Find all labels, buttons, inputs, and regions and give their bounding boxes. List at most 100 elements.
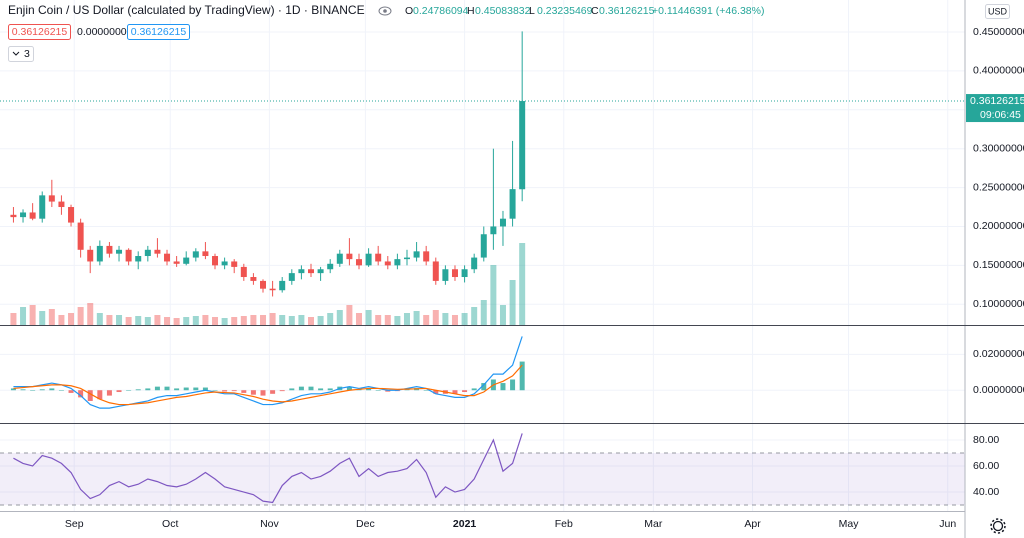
volume-bar bbox=[231, 317, 238, 325]
candle-body bbox=[317, 269, 324, 274]
price-box-value: 0.36126215 bbox=[131, 26, 187, 38]
y-tick-label: 80.00 bbox=[973, 434, 999, 446]
x-tick-label: Feb bbox=[555, 518, 573, 530]
macd-histogram-bar bbox=[327, 388, 333, 391]
macd-histogram-bar bbox=[106, 390, 112, 396]
x-tick-label: Dec bbox=[356, 518, 375, 530]
candle-body bbox=[336, 253, 343, 264]
candle-body bbox=[298, 269, 305, 274]
candle-body bbox=[509, 189, 516, 219]
volume-bar bbox=[317, 316, 324, 325]
countdown-label: 09:06:45 bbox=[980, 109, 1021, 121]
spread-value: 0.00000000 bbox=[77, 26, 133, 38]
macd-histogram-bar bbox=[135, 389, 141, 391]
candle-body bbox=[355, 259, 362, 266]
macd-histogram-bar bbox=[250, 390, 256, 395]
candle-body bbox=[240, 266, 247, 278]
candle-body bbox=[20, 212, 27, 218]
volume-bar bbox=[519, 243, 526, 325]
macd-histogram-bar bbox=[87, 390, 93, 401]
candle-body bbox=[308, 269, 315, 274]
ohlc-value: 0.23235469 bbox=[537, 5, 593, 17]
macd-histogram-bar bbox=[510, 379, 516, 391]
candle-body bbox=[39, 195, 46, 219]
studies-toggle[interactable] bbox=[8, 46, 34, 62]
y-tick-label: 60.00 bbox=[973, 460, 999, 472]
macd-histogram-bar bbox=[116, 390, 122, 393]
macd-histogram-bar bbox=[78, 390, 84, 398]
candle-body bbox=[471, 257, 478, 270]
macd-histogram-bar bbox=[126, 390, 132, 391]
macd-histogram-bar bbox=[481, 383, 487, 391]
macd-histogram-bar bbox=[462, 390, 468, 393]
macd-histogram-bar bbox=[500, 383, 506, 391]
macd-histogram-bar bbox=[30, 390, 36, 391]
macd-histogram-bar bbox=[471, 388, 477, 391]
y-tick-label: 0.30000000 bbox=[973, 142, 1024, 154]
candle-body bbox=[384, 261, 391, 266]
study-count: 3 bbox=[24, 48, 30, 60]
macd-line bbox=[13, 336, 523, 409]
last-price-tag bbox=[966, 94, 1024, 123]
macd-histogram-bar bbox=[49, 388, 55, 391]
currency-button[interactable] bbox=[985, 4, 1010, 19]
volume-bar bbox=[260, 315, 267, 325]
macd-histogram-bar bbox=[270, 390, 276, 394]
volume-bar bbox=[461, 313, 468, 325]
volume-bar bbox=[173, 318, 180, 325]
volume-bar bbox=[394, 316, 401, 325]
macd-histogram-bar bbox=[97, 390, 103, 400]
price-box[interactable] bbox=[127, 24, 190, 40]
candle-body bbox=[394, 259, 401, 266]
volume-bar bbox=[77, 307, 84, 325]
eye-icon[interactable] bbox=[378, 6, 392, 16]
volume-bar bbox=[269, 313, 276, 325]
macd-histogram-bar bbox=[279, 390, 285, 392]
macd-histogram-bar bbox=[68, 390, 74, 393]
volume-bar bbox=[10, 313, 17, 325]
candle-body bbox=[413, 251, 420, 258]
volume-bar bbox=[240, 316, 247, 325]
volume-bar bbox=[39, 311, 46, 325]
volume-bar bbox=[423, 315, 430, 325]
volume-bar bbox=[279, 315, 286, 325]
macd-histogram-bar bbox=[404, 389, 410, 391]
volume-bar bbox=[490, 265, 497, 325]
volume-bar bbox=[250, 315, 257, 325]
last-price-label: 0.36126215 bbox=[970, 95, 1024, 107]
volume-bar bbox=[125, 317, 132, 325]
chevron-icon bbox=[12, 51, 20, 56]
macd-histogram-bar bbox=[375, 390, 381, 391]
candle-body bbox=[106, 245, 113, 254]
volume-bar bbox=[29, 305, 36, 325]
axes: 0.10000000 0.15000000 0.20000000 0.25000000… bbox=[65, 26, 1024, 530]
volume-bar bbox=[48, 309, 55, 325]
macd-histogram-bar bbox=[231, 390, 237, 392]
ohlc-value: 0.45083832 bbox=[475, 5, 531, 17]
macd-histogram-bar bbox=[183, 387, 189, 391]
candle-body bbox=[327, 263, 334, 270]
candle-body bbox=[346, 253, 353, 260]
candle-body bbox=[68, 207, 75, 223]
macd-histogram-bar bbox=[318, 388, 324, 391]
macd-histogram-bar bbox=[289, 388, 295, 391]
ohlc-value: 0.36126215 bbox=[599, 5, 655, 17]
macd-histogram-bar bbox=[308, 386, 314, 391]
price-box[interactable] bbox=[8, 24, 71, 40]
x-tick-label: 2021 bbox=[453, 518, 477, 530]
settings-icon[interactable] bbox=[990, 518, 1006, 534]
x-tick-label: May bbox=[839, 518, 860, 530]
y-tick-label: 0.10000000 bbox=[973, 298, 1024, 310]
volume-bar bbox=[20, 307, 27, 325]
volume-bar bbox=[96, 313, 103, 325]
macd-histogram-bar bbox=[346, 386, 352, 391]
price-box-value: 0.36126215 bbox=[12, 26, 68, 38]
macd-histogram-bar bbox=[174, 388, 180, 391]
candle-body bbox=[260, 280, 267, 289]
y-tick-label: 0.15000000 bbox=[973, 259, 1024, 271]
x-tick-label: Sep bbox=[65, 518, 84, 530]
volume-bar bbox=[221, 318, 228, 325]
candle-body bbox=[221, 261, 228, 266]
volume-bar bbox=[384, 315, 391, 325]
